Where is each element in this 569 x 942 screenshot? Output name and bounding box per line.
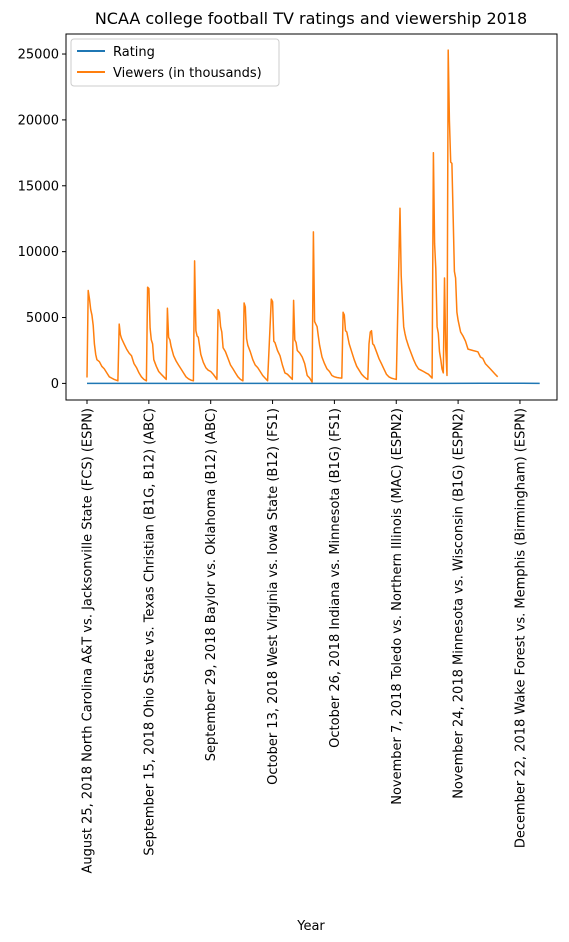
x-tick-label: November 24, 2018 Minnesota vs. Wisconsi…	[452, 408, 467, 799]
legend-box	[70, 38, 280, 87]
y-tick-label: 5000	[26, 311, 59, 326]
x-axis-label: Year	[296, 919, 325, 934]
legend-label-rating: Rating	[113, 45, 155, 60]
y-axis: 0 5000 10000 15000 20000 25000	[18, 48, 66, 392]
x-tick-label: September 15, 2018 Ohio State vs. Texas …	[142, 408, 157, 856]
y-tick-label: 25000	[18, 48, 59, 63]
legend-label-viewers: Viewers (in thousands)	[113, 66, 262, 81]
plot-area	[86, 49, 540, 385]
legend: Rating Viewers (in thousands)	[70, 38, 280, 87]
x-tick-label: December 22, 2018 Wake Forest vs. Memphi…	[513, 408, 528, 848]
x-axis: August 25, 2018 North Carolina A&T vs. J…	[81, 400, 528, 874]
x-tick-label: September 29, 2018 Baylor vs. Oklahoma (…	[204, 408, 219, 761]
chart-title: NCAA college football TV ratings and vie…	[95, 9, 527, 28]
x-tick-label: October 13, 2018 West Virginia vs. Iowa …	[266, 408, 281, 785]
series-line-viewers	[86, 49, 499, 383]
y-tick-label: 10000	[18, 245, 59, 260]
y-tick-label: 20000	[18, 113, 59, 128]
plot-frame	[65, 33, 558, 401]
y-tick-label: 0	[51, 377, 59, 392]
y-tick-label: 15000	[18, 179, 59, 194]
x-tick-label: August 25, 2018 North Carolina A&T vs. J…	[81, 408, 96, 874]
x-tick-label: October 26, 2018 Indiana vs. Minnesota (…	[328, 408, 343, 748]
x-tick-label: November 7, 2018 Toledo vs. Northern Ill…	[390, 408, 405, 805]
